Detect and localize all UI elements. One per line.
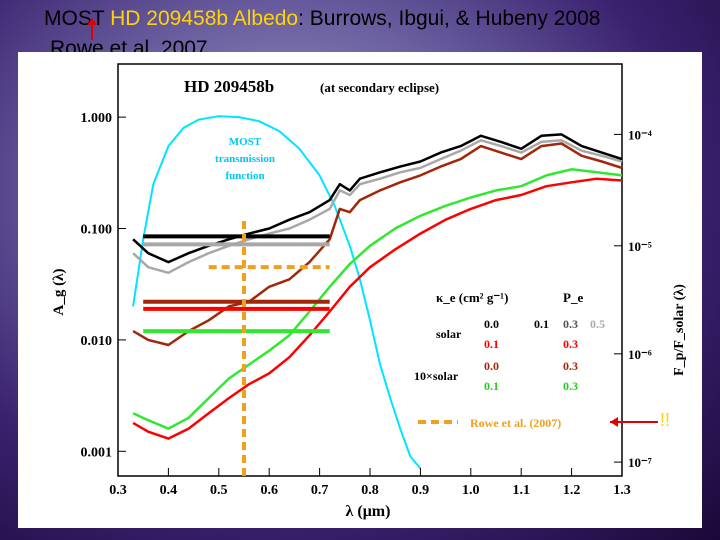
x-tick-label: 0.6 [260, 483, 278, 498]
legend-rowe: Rowe et al. (2007) [470, 416, 561, 430]
x-tick-label: 1.2 [563, 483, 581, 498]
y-tick-label: 1.000 [81, 111, 113, 126]
chart-background [18, 52, 702, 528]
chart-title: HD 209458b [184, 77, 274, 96]
chart-title-note: (at secondary eclipse) [320, 80, 439, 95]
y-right-tick-label: 10⁻⁷ [628, 455, 652, 470]
x-tick-label: 0.5 [210, 483, 228, 498]
legend-10x-green-k: 0.1 [484, 379, 499, 393]
albedo-chart: 0.3 0.4 0.5 0.6 0.7 0.8 0.9 1.0 1.1 1.2 1.3 1.000 0.… [18, 52, 702, 528]
legend-solar-p3: 0.5 [590, 317, 605, 331]
y-tick-label: 0.100 [81, 223, 113, 238]
most-label-1: MOST [229, 136, 262, 148]
x-tick-label: 1.3 [613, 483, 631, 498]
legend-solar: solar [436, 327, 462, 341]
y-right-tick-label: 10⁻⁵ [628, 239, 652, 254]
legend-solar-k: 0.0 [484, 317, 499, 331]
legend-10x-red-p: 0.3 [563, 359, 578, 373]
x-tick-label: 0.4 [160, 483, 178, 498]
y-tick-label: 0.001 [81, 445, 113, 460]
series-line-most [132, 115, 422, 470]
x-tick-label: 0.7 [311, 483, 329, 498]
slide-title: MOST HD 209458b Albedo: Burrows, Ibgui, … [44, 6, 600, 32]
rowe-arrow-icon [610, 417, 618, 427]
most-label-2: transmission [215, 153, 275, 165]
chart-axes: 0.3 0.4 0.5 0.6 0.7 0.8 0.9 1.0 1.1 1.2 1.3 1.000 0.… [81, 111, 652, 498]
x-axis-label: λ (μm) [346, 503, 391, 520]
legend-10x-solar: 10×solar [414, 369, 459, 383]
legend-10x-green-p: 0.3 [563, 379, 578, 393]
x-tick-label: 0.9 [412, 483, 430, 498]
x-tick-label: 0.3 [109, 483, 127, 498]
arrow-up-icon [87, 18, 97, 40]
series-line-gray [132, 139, 623, 275]
y-axis-label-right: F_p/F_solar (λ) [672, 284, 687, 376]
legend-solar-p2: 0.3 [563, 317, 578, 331]
chart-series [132, 115, 623, 470]
legend-solar-red-p: 0.3 [563, 337, 578, 351]
legend-10x-red-k: 0.0 [484, 359, 499, 373]
title-authors: : Burrows, Ibgui, & Hubeny 2008 [298, 7, 601, 30]
x-tick-label: 1.1 [512, 483, 530, 498]
series-line-red [132, 177, 623, 440]
annotation-exclaim: !! [660, 410, 671, 430]
legend-solar-p1: 0.1 [534, 317, 549, 331]
y-axis-label: A_g (λ) [51, 269, 67, 316]
most-label-3: function [225, 170, 264, 182]
legend-header-p: P_e [563, 290, 583, 305]
y-tick-label: 0.010 [81, 334, 113, 349]
x-tick-label: 0.8 [361, 483, 379, 498]
series-line-darkred [132, 142, 623, 347]
y-right-tick-label: 10⁻⁴ [628, 127, 652, 142]
chart-bands [143, 219, 330, 476]
chart-legend: κ_e (cm² g⁻¹) P_e solar 10×solar 0.0 0.1… [414, 290, 658, 430]
legend-header-kappa: κ_e (cm² g⁻¹) [436, 290, 508, 305]
legend-solar-red-k: 0.1 [484, 337, 499, 351]
y-right-tick-label: 10⁻⁶ [628, 347, 652, 362]
series-line-green [132, 168, 623, 430]
x-tick-label: 1.0 [462, 483, 480, 498]
title-target: HD 209458b Albedo [104, 7, 299, 30]
